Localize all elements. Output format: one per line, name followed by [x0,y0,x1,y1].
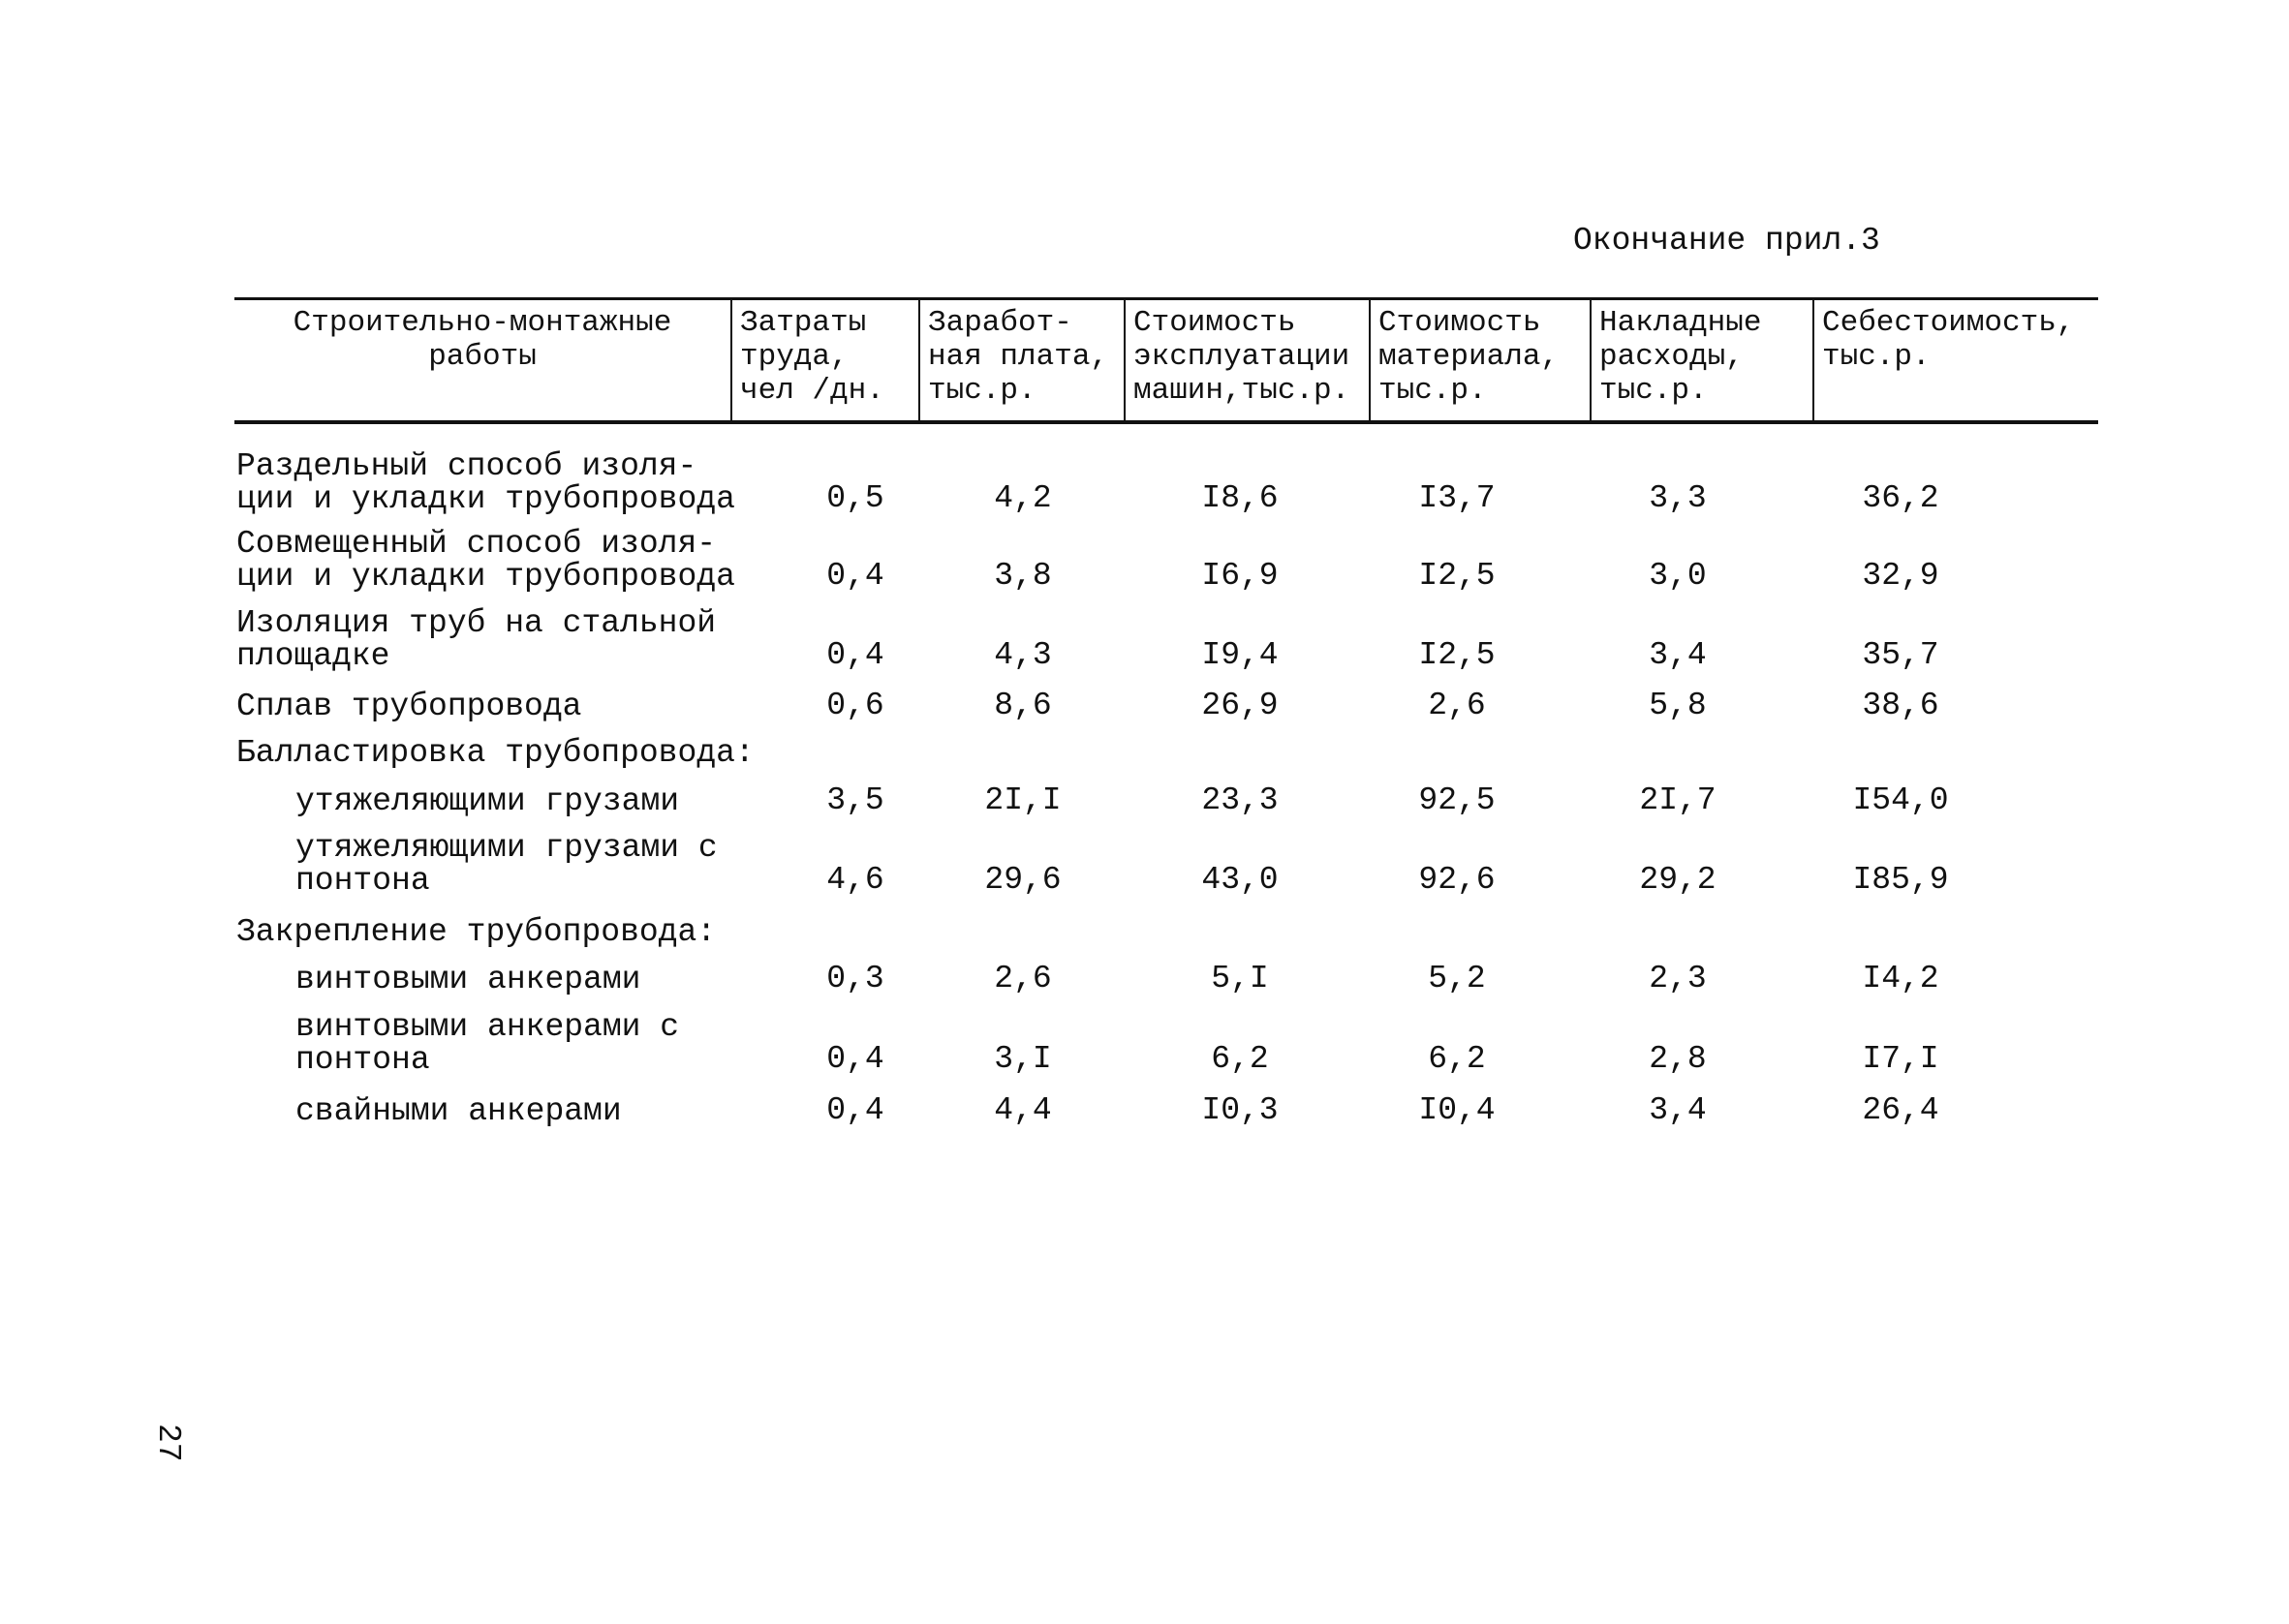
cell-value: 4,6 [826,862,884,898]
row-label: свайными анкерами [295,1093,622,1129]
cell-value: 26,9 [1201,688,1279,723]
column-divider [730,299,732,422]
cell-value: I9,4 [1201,637,1279,673]
column-divider [1590,299,1592,422]
cell-value: I6,9 [1201,558,1279,594]
cell-value: 8,6 [994,688,1052,723]
cell-value: I85,9 [1852,862,1949,898]
cell-value: I2,5 [1418,637,1496,673]
row-label: винтовыми анкерами с понтона [295,1009,680,1078]
cell-value: 5,I [1211,961,1269,996]
cell-value: 5,2 [1428,961,1486,996]
cell-value: 2,8 [1649,1041,1707,1077]
cell-value: 29,2 [1639,862,1717,898]
row-label: винтовыми анкерами [295,962,641,997]
cell-value: 3,4 [1649,1092,1707,1128]
column-header: Заработ- ная плата, тыс.р. [928,306,1109,408]
cell-value: 32,9 [1862,558,1939,594]
rule-top [234,297,2098,300]
cell-value: 6,2 [1428,1041,1486,1077]
cell-value: I8,6 [1201,480,1279,516]
cell-value: 0,4 [826,1092,884,1128]
cell-value: 26,4 [1862,1092,1939,1128]
cell-value: 0,3 [826,961,884,996]
row-label: Балластировка трубопровода: [236,735,755,771]
cell-value: 2,6 [1428,688,1486,723]
cell-value: 5,8 [1649,688,1707,723]
cell-value: 2,3 [1649,961,1707,996]
cell-value: 0,4 [826,1041,884,1077]
cell-value: 2,6 [994,961,1052,996]
cell-value: I0,3 [1201,1092,1279,1128]
row-label: Раздельный способ изоля- ции и укладки т… [236,448,735,517]
page-number: 27 [150,1424,186,1462]
cell-value: 3,8 [994,558,1052,594]
cell-value: 4,4 [994,1092,1052,1128]
row-label: утяжеляющими грузами с понтона [295,830,718,899]
column-header: Затраты труда, чел /дн. [740,306,884,408]
cell-value: I2,5 [1418,558,1496,594]
column-divider [1369,299,1371,422]
cell-value: 0,4 [826,558,884,594]
cell-value: 38,6 [1862,688,1939,723]
cell-value: I4,2 [1862,961,1939,996]
cell-value: 36,2 [1862,480,1939,516]
cell-value: 35,7 [1862,637,1939,673]
row-label: Изоляция труб на стальной площадке [236,605,717,674]
cell-value: 2I,7 [1639,782,1717,818]
cell-value: 4,3 [994,637,1052,673]
cell-value: 0,5 [826,480,884,516]
column-header: Стоимость эксплуатации машин,тыс.р. [1133,306,1350,408]
rule-header-bottom [234,420,2098,424]
cell-value: 2I,I [984,782,1062,818]
column-divider [1812,299,1814,422]
column-divider [918,299,920,422]
column-header: Себестоимость, тыс.р. [1822,306,2075,374]
cell-value: 29,6 [984,862,1062,898]
row-label: утяжеляющими грузами [295,783,680,819]
cell-value: 0,4 [826,637,884,673]
column-header: Накладные расходы, тыс.р. [1599,306,1762,408]
cell-value: I0,4 [1418,1092,1496,1128]
column-header: Стоимость материала, тыс.р. [1378,306,1560,408]
caption: Окончание прил.3 [1573,223,1880,259]
cell-value: 6,2 [1211,1041,1269,1077]
cell-value: 4,2 [994,480,1052,516]
cell-value: 0,6 [826,688,884,723]
cell-value: I3,7 [1418,480,1496,516]
cell-value: 3,I [994,1041,1052,1077]
cell-value: I7,I [1862,1041,1939,1077]
column-divider [1124,299,1126,422]
row-label: Закрепление трубопровода: [236,914,717,950]
row-label: Сплав трубопровода [236,689,582,724]
cell-value: 3,3 [1649,480,1707,516]
cell-value: 43,0 [1201,862,1279,898]
column-header: Строительно-монтажные работы [293,306,672,374]
cell-value: 92,5 [1418,782,1496,818]
cell-value: I54,0 [1852,782,1949,818]
row-label: Совмещенный способ изоля- ции и укладки … [236,526,735,595]
cell-value: 92,6 [1418,862,1496,898]
cell-value: 23,3 [1201,782,1279,818]
cell-value: 3,4 [1649,637,1707,673]
cell-value: 3,0 [1649,558,1707,594]
cell-value: 3,5 [826,782,884,818]
